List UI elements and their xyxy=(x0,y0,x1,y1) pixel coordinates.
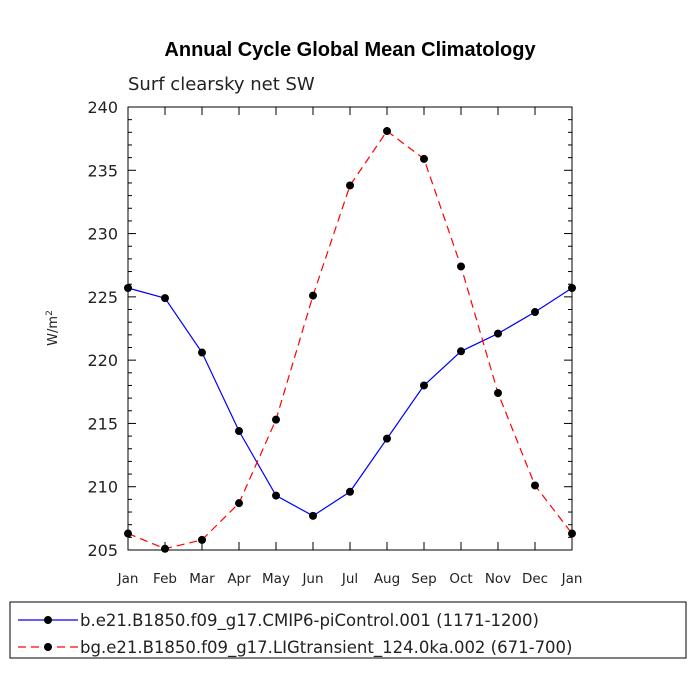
series-1-point xyxy=(272,491,280,500)
x-tick-label: Jan xyxy=(117,571,139,587)
series-2-point xyxy=(568,529,576,538)
series-1-point xyxy=(383,434,391,443)
series-2-point xyxy=(420,154,428,163)
series-line-1 xyxy=(127,287,573,517)
legend-marker-2 xyxy=(44,643,52,651)
legend-box xyxy=(9,601,687,659)
legend-label-1: b.e21.B1850.f09_g17.CMIP6-piControl.001 … xyxy=(80,611,539,631)
series-1-point xyxy=(198,348,206,357)
x-tick-label: Nov xyxy=(485,571,511,587)
series-1-point xyxy=(309,511,317,520)
chart-title: Annual Cycle Global Mean Climatology xyxy=(164,39,536,61)
y-tick-label: 235 xyxy=(87,161,118,180)
series-2-point xyxy=(457,262,465,271)
ticks-layer: 205 210 215 220 225 230 235 240 Jan Feb Mar Apr May J… xyxy=(87,98,582,587)
plot-frame xyxy=(127,106,573,551)
series-layer xyxy=(124,127,576,553)
chart-subtitle: Surf clearsky net SW xyxy=(128,74,315,95)
series-1-point xyxy=(235,427,243,436)
series-1-point xyxy=(161,294,169,303)
series-2-point xyxy=(383,127,391,136)
x-tick-label: Jun xyxy=(301,571,323,587)
y-tick-label: 210 xyxy=(87,478,118,497)
y-tick-label: 220 xyxy=(87,351,118,370)
series-2-point xyxy=(494,389,502,398)
legend-marker-1 xyxy=(44,616,52,624)
series-line-2 xyxy=(127,130,573,550)
series-2-point xyxy=(161,544,169,553)
y-tick-label: 215 xyxy=(87,414,118,433)
legend-label-2: bg.e21.B1850.f09_g17.LIGtransient_124.0k… xyxy=(80,638,573,658)
y-axis-label-text: W/m xyxy=(46,316,61,346)
series-1-point xyxy=(420,381,428,390)
x-tick-label: May xyxy=(262,571,290,587)
series-1-point xyxy=(494,329,502,338)
series-2-point xyxy=(198,535,206,544)
x-tick-label: Sep xyxy=(411,571,436,587)
y-tick-label: 205 xyxy=(87,541,118,560)
series-2-point xyxy=(235,499,243,508)
series-2-point xyxy=(309,291,317,300)
legend: b.e21.B1850.f09_g17.CMIP6-piControl.001 … xyxy=(9,601,687,659)
series-1-point xyxy=(124,283,132,292)
series-2-point xyxy=(124,529,132,538)
series-1-point xyxy=(531,308,539,317)
y-tick-label: 225 xyxy=(87,288,118,307)
series-2-point xyxy=(272,415,280,424)
legend-entries: b.e21.B1850.f09_g17.CMIP6-piControl.001 … xyxy=(18,611,573,658)
series-1-point xyxy=(457,347,465,356)
y-axis-label-superscript: 2 xyxy=(45,310,55,316)
series-1-point xyxy=(568,283,576,292)
x-tick-label: Dec xyxy=(522,571,548,587)
y-axis-label: W/m2 xyxy=(45,310,61,346)
y-tick-label: 240 xyxy=(87,98,118,117)
x-tick-label: Aug xyxy=(374,571,400,587)
series-2-point xyxy=(531,481,539,490)
x-tick-label: Apr xyxy=(227,571,251,587)
x-tick-label: Jan xyxy=(561,571,583,587)
x-tick-label: Jul xyxy=(341,571,358,587)
x-tick-label: Mar xyxy=(189,571,215,587)
y-tick-label: 230 xyxy=(87,225,118,244)
series-2-point xyxy=(346,181,354,190)
x-tick-label: Feb xyxy=(153,571,177,587)
series-1-point xyxy=(346,487,354,496)
x-tick-label: Oct xyxy=(449,571,472,587)
